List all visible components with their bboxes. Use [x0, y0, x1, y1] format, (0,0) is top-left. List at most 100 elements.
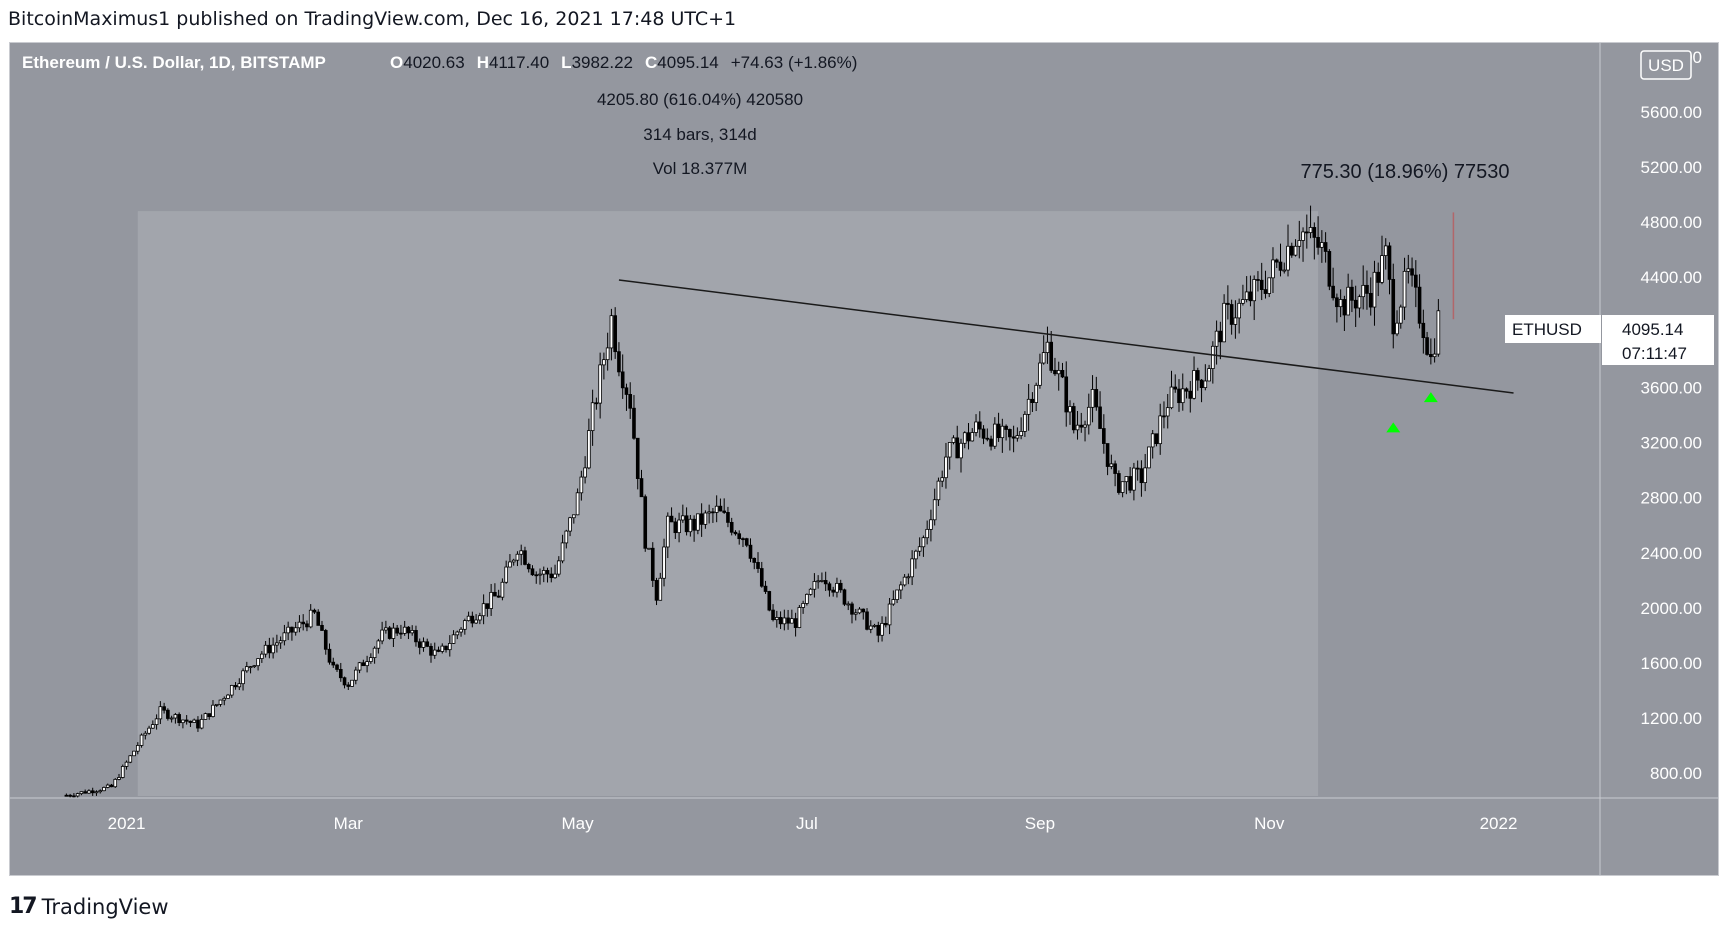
- candle: [1398, 304, 1403, 329]
- candle: [226, 693, 230, 699]
- candle-up: [481, 603, 486, 617]
- candle-down: [722, 510, 726, 513]
- candle: [384, 620, 388, 634]
- currency-button[interactable]: USD: [1640, 50, 1692, 80]
- candle: [696, 513, 700, 535]
- candle: [1195, 367, 1200, 391]
- candle-up: [662, 546, 666, 579]
- candle-down: [233, 685, 238, 688]
- candle: [752, 557, 757, 570]
- candle: [594, 397, 599, 410]
- chart-frame[interactable]: 6000.005600.005200.004800.004400.004000.…: [9, 42, 1719, 876]
- candle: [380, 621, 384, 645]
- candle-up: [853, 612, 858, 615]
- candle-down: [1391, 278, 1396, 335]
- candle-down: [1184, 388, 1189, 392]
- candle: [466, 611, 471, 622]
- candle: [1098, 391, 1102, 429]
- candle-down: [436, 649, 441, 652]
- candle-down: [64, 794, 69, 797]
- candle: [921, 535, 926, 557]
- candle: [662, 538, 666, 587]
- candle: [429, 643, 433, 663]
- candle-down: [966, 432, 971, 442]
- candle-down: [726, 512, 730, 523]
- candle-down: [184, 719, 189, 722]
- candle: [1289, 242, 1294, 258]
- candle: [884, 616, 888, 628]
- candle: [1015, 427, 1020, 442]
- candle-down: [1079, 424, 1084, 428]
- candle-up: [459, 628, 463, 633]
- candle: [1338, 289, 1343, 318]
- candle-up: [369, 657, 373, 662]
- candle: [1113, 460, 1117, 487]
- candle: [1053, 357, 1057, 376]
- candle: [372, 646, 377, 664]
- price-tag-symbol: ETHUSD: [1512, 320, 1582, 339]
- candle-up: [113, 778, 118, 788]
- candle: [857, 607, 862, 615]
- tradingview-branding[interactable]: 17 TradingView: [9, 894, 169, 919]
- candle-up: [899, 584, 903, 591]
- candle-up: [380, 629, 384, 642]
- candle: [365, 655, 369, 673]
- candle: [75, 792, 80, 799]
- candle: [688, 514, 693, 537]
- candle-up: [714, 505, 719, 513]
- candle: [241, 668, 245, 691]
- candlestick-chart[interactable]: 6000.005600.005200.004800.004400.004000.…: [10, 43, 1718, 875]
- candle-down: [331, 661, 336, 666]
- candle-down: [444, 645, 448, 651]
- candle-down: [977, 421, 982, 430]
- candle-up: [846, 603, 851, 606]
- candle: [1286, 224, 1290, 277]
- candle-down: [1365, 284, 1369, 294]
- candle: [158, 701, 163, 725]
- candle: [786, 609, 790, 630]
- candle: [244, 661, 249, 673]
- candle: [1011, 425, 1016, 453]
- candle-down: [955, 437, 960, 459]
- candle-down: [493, 591, 497, 597]
- candle-down: [1049, 341, 1054, 371]
- candle-up: [1320, 242, 1324, 248]
- candle: [312, 608, 317, 614]
- candle: [643, 494, 648, 552]
- candle-down: [1102, 428, 1106, 444]
- currency-button-label[interactable]: USD: [1648, 56, 1684, 75]
- candle-down: [1229, 304, 1234, 325]
- candle-up: [376, 640, 381, 649]
- candle: [583, 456, 587, 484]
- candle: [872, 623, 877, 628]
- candle-down: [429, 645, 433, 656]
- candle-up: [1383, 245, 1388, 256]
- candle-up: [696, 513, 700, 531]
- candle-down: [1105, 443, 1110, 467]
- candle-up: [993, 423, 997, 447]
- candle-down: [628, 394, 633, 409]
- candle-up: [169, 717, 174, 720]
- candle-up: [432, 649, 437, 656]
- candle: [207, 713, 212, 720]
- candle-up: [1090, 389, 1095, 408]
- candle-down: [1335, 297, 1339, 308]
- candle-down: [72, 795, 76, 798]
- arrow-up-icon: [1386, 422, 1401, 433]
- candle: [421, 637, 426, 652]
- candle-up: [1056, 369, 1061, 375]
- candle-down: [530, 568, 535, 576]
- candle: [331, 657, 336, 668]
- candle: [1079, 412, 1084, 433]
- x-tick-label: Sep: [1025, 814, 1055, 833]
- candle: [1128, 467, 1132, 494]
- candle-down: [985, 437, 990, 440]
- candle-up: [677, 519, 681, 534]
- candle-down: [876, 624, 881, 636]
- candle-up: [707, 511, 711, 514]
- candle: [1297, 220, 1302, 259]
- candle: [1380, 235, 1384, 285]
- candle: [654, 577, 659, 606]
- measure-line1: 4205.80 (616.04%) 420580: [597, 90, 803, 109]
- candle-up: [1406, 268, 1411, 272]
